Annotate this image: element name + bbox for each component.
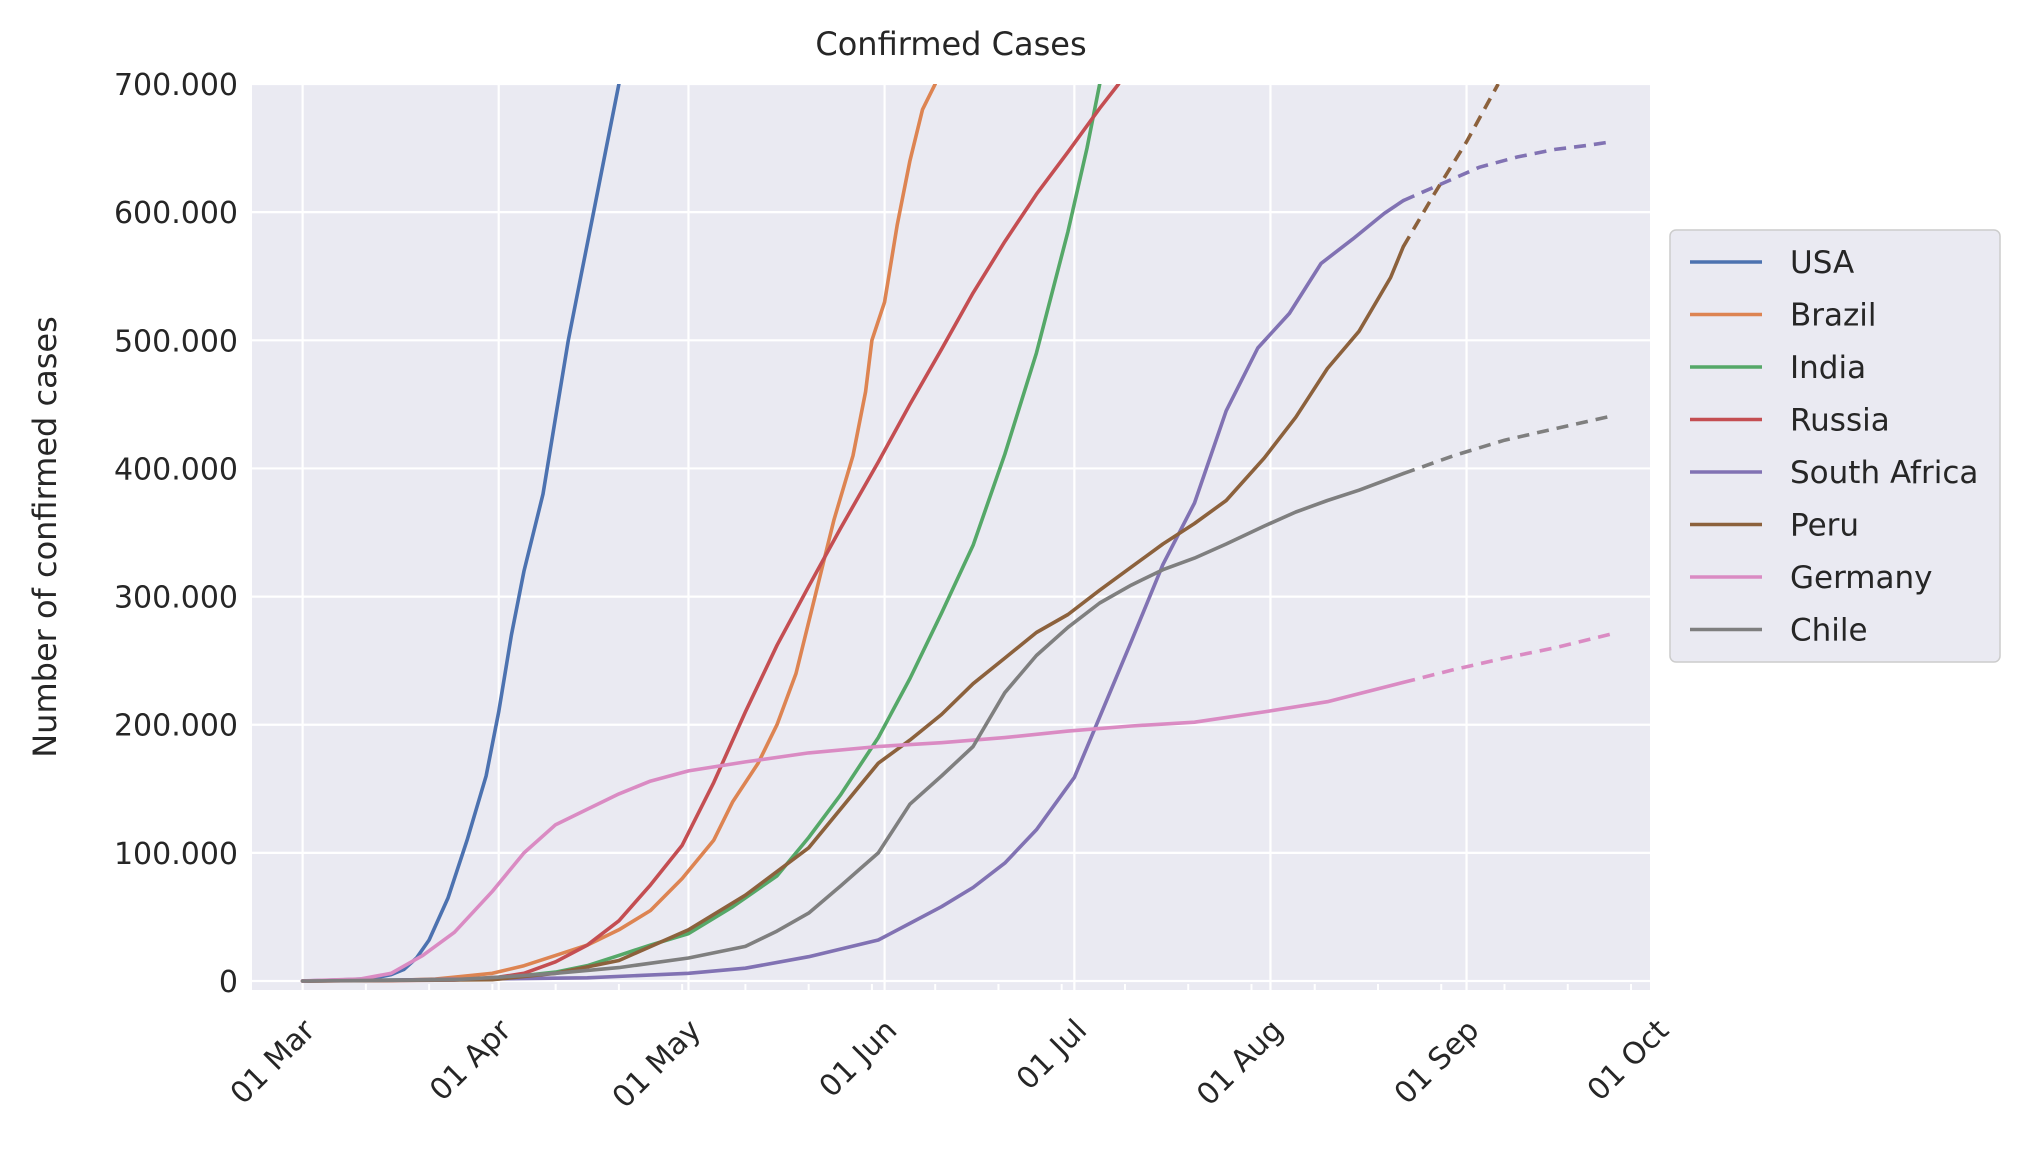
x-tick-label: 01 Mar	[224, 1012, 323, 1111]
series-lines	[300, 84, 1613, 983]
y-tick-label: 500.000	[114, 324, 238, 359]
x-tick-label: 01 Sep	[1388, 1013, 1486, 1111]
series-line-russia	[300, 84, 1121, 983]
chart-title: Confirmed Cases	[815, 25, 1086, 63]
series-line-brazil	[300, 84, 938, 983]
series-forecast-germany	[1402, 632, 1613, 685]
legend-label: Peru	[1790, 508, 1859, 544]
series-forecast-peru	[1401, 84, 1500, 248]
y-tick-label: 700.000	[114, 68, 238, 103]
legend-label: Chile	[1790, 613, 1868, 649]
series-line-chile	[300, 471, 1406, 983]
series-forecast-chile	[1402, 414, 1613, 476]
y-axis-title: Number of confirmed cases	[26, 316, 64, 758]
y-tick-label: 600.000	[114, 196, 238, 231]
legend-label: Germany	[1790, 560, 1932, 596]
legend-label: Russia	[1790, 403, 1890, 439]
grid-lines	[252, 82, 1658, 990]
plot-background	[252, 84, 1650, 990]
y-tick-label: 0	[219, 965, 238, 1000]
series-line-peru	[300, 244, 1406, 983]
x-tick-labels: 01 Mar 01 Apr 01 May 01 Jun 01 Jul 01 Aug 01 S…	[224, 1012, 1676, 1115]
x-tick-label: 01 May	[606, 1013, 708, 1115]
y-tick-labels: 0 100.000 200.000 300.000 400.000 500.000 600.…	[114, 68, 238, 1000]
y-tick-label: 200.000	[114, 709, 238, 744]
x-tick-label: 01 Apr	[423, 1012, 519, 1108]
y-tick-label: 400.000	[114, 452, 238, 487]
legend-frame	[1669, 229, 2001, 663]
y-tick-label: 300.000	[114, 581, 238, 616]
x-tick-label: 01 Jun	[813, 1013, 905, 1105]
legend-label: Brazil	[1790, 298, 1877, 334]
legend-label: South Africa	[1790, 455, 1978, 491]
legend-label: USA	[1790, 245, 1854, 281]
y-tick-label: 100.000	[114, 837, 238, 872]
series-line-india	[300, 84, 1102, 983]
legend-label: India	[1790, 350, 1866, 386]
x-tick-label: 01 Oct	[1581, 1013, 1676, 1108]
series-line-south-africa	[300, 198, 1406, 983]
x-tick-label: 01 Aug	[1190, 1013, 1290, 1113]
series-line-germany	[300, 680, 1406, 983]
legend-items: USA Brazil India Russia South Africa Peru Germ…	[1690, 245, 1978, 649]
axis-ticks	[301, 984, 1633, 990]
series-forecast-south-africa	[1402, 139, 1613, 203]
legend: USA Brazil India Russia South Africa Peru Germ…	[1669, 229, 2001, 663]
x-tick-label: 01 Jul	[1010, 1013, 1094, 1097]
